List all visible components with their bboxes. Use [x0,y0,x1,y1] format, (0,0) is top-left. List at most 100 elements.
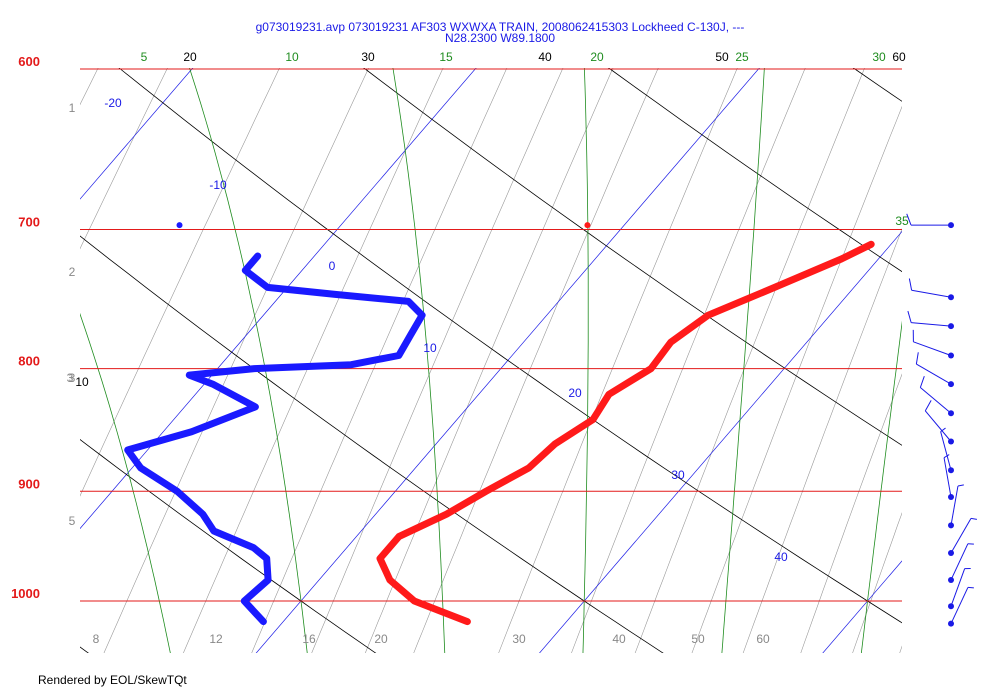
wind-barb-station [948,576,954,583]
wind-barb-flag [907,310,912,323]
render-credit: Rendered by EOL/SkewTQt [38,673,187,687]
dry-adiabat-line [363,68,902,446]
wind-barb [940,427,954,474]
dry-adiabat-label: 40 [538,50,552,64]
mixing-ratio-line [742,228,902,653]
wind-barb-staff [950,543,969,581]
pressure-label: 700 [18,215,40,230]
mixing-ratio-line [899,645,902,653]
moist-adiabat-label: 20 [590,50,604,64]
mixing-ratio-line [634,68,865,653]
height-label: 5 [69,514,76,528]
dry-adiabat-line [852,68,902,102]
wind-barb-staff [911,289,952,298]
pressure-label: 1000 [11,586,40,601]
mixing-ratio-line [80,68,280,497]
mixing-ratio-line [0,34,32,662]
height-label: 2 [69,265,76,279]
dry-adiabat-line [80,646,89,653]
dry-adiabat-line [80,235,664,653]
wind-barb-flag [957,484,964,487]
pressure-label: 800 [18,354,40,369]
wind-barb-flag [908,278,913,291]
chart-title: g073019231.avp 073019231 AF303 WXWXA TRA… [255,20,745,34]
wind-barb [919,375,954,417]
wind-barb-station [948,494,954,501]
wind-barb-station [948,323,954,330]
isotherm-line [822,560,902,653]
height-label: 1 [69,101,76,115]
moist-adiabat-label: 10 [285,50,299,64]
mixing-ratio-line [940,34,1000,662]
wind-barb-flag [940,427,946,433]
wind-barb [948,586,974,627]
moist-adiabat-line [860,320,902,653]
mixing-ratio-label: 8 [93,632,100,646]
mixing-ratio-line [103,68,369,653]
isotherm-line [539,230,902,653]
wind-barb-station [948,294,954,301]
wind-barb-station [948,522,954,529]
isotherm-label: 30 [671,468,685,482]
wind-barb-flag [970,517,978,520]
isotherm-line [80,68,477,530]
dry-adiabat-line [118,68,902,624]
isotherm-label: 20 [568,386,582,400]
mixing-ratio-line [413,68,659,653]
pressure-label: 900 [18,476,40,491]
wind-barb [906,213,954,229]
mixing-ratio-line [311,68,564,653]
wind-barb-staff [924,410,952,442]
mixing-ratio-line [852,512,902,653]
wind-barb-staff [916,363,952,385]
dry-adiabat-label: 50 [715,50,729,64]
moist-adiabat-line [582,68,589,653]
wind-barb-staff [950,485,959,526]
moist-adiabat-label: 5 [141,50,148,64]
dry-adiabat-label: 30 [361,50,375,64]
wind-barb-staff [943,457,952,498]
wind-barb [948,517,978,557]
wind-barb-staff [950,518,972,554]
wind-barb-station [948,603,954,610]
wind-barb-flag [915,352,919,365]
wind-barb [924,400,954,445]
mixing-ratio-label: 16 [302,632,316,646]
dry-adiabat-label: 60 [892,50,906,64]
wind-barb-station [948,620,954,627]
wind-barb-station [948,550,954,557]
wind-barb-staff [950,568,966,607]
moist-adiabat-line [0,34,37,662]
wind-barb-station [948,438,954,445]
mixing-ratio-line [80,68,168,250]
mixing-ratio-line [571,68,806,653]
moist-adiabat-line [80,312,171,653]
dry-adiabat-label: 20 [183,50,197,64]
wind-barb [948,484,964,529]
isotherm-label: 0 [329,259,336,273]
moist-adiabat-line [721,68,765,653]
mixing-ratio-label: 50 [691,632,705,646]
mixing-ratio-label: 60 [756,632,770,646]
wind-barb [943,454,954,501]
mixing-ratio-label: 20 [374,632,388,646]
chart-subtitle: N28.2300 W89.1800 [444,31,556,45]
mixing-ratio-line [691,105,902,653]
dewpoint-profile [124,252,426,626]
temperature-marker [584,222,591,229]
mixing-ratio-line [800,373,902,653]
wind-barb-station [948,467,954,474]
mixing-ratio-label: 30 [512,632,526,646]
wind-barb [908,278,954,301]
wind-barb [907,310,954,330]
isotherm-line [80,68,194,200]
isotherm-label: 40 [774,550,788,564]
temperature-profile [376,240,875,626]
dry-adiabat-label: 10 [75,375,89,389]
mixing-ratio-line [80,68,99,106]
moist-adiabat-label: 25 [735,50,749,64]
wind-barb [948,543,974,583]
wind-barb [948,568,971,610]
wind-barb-flag [906,213,912,226]
